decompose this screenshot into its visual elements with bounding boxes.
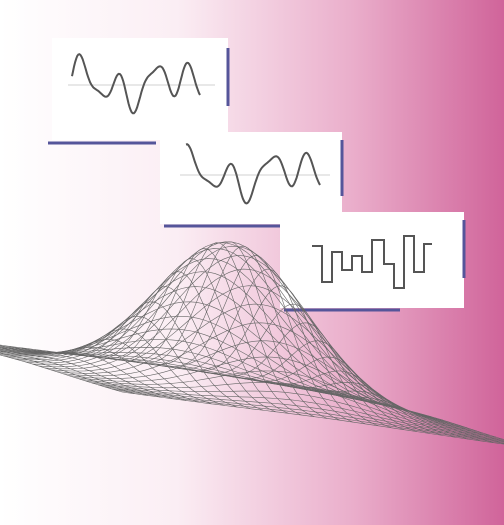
mesh-line (149, 245, 340, 421)
mesh-line (201, 303, 392, 428)
mesh-line (9, 258, 420, 414)
mesh-line (329, 389, 504, 442)
mesh-line (341, 391, 504, 440)
signal-panel (48, 38, 230, 145)
waveform (185, 143, 321, 205)
signal-panel (280, 212, 466, 312)
mesh-line (290, 384, 481, 442)
mesh-line (162, 255, 353, 423)
mesh-line (175, 268, 366, 425)
mesh-line (239, 356, 430, 434)
panel (52, 38, 228, 140)
mesh-line (188, 285, 379, 427)
mesh-line (0, 347, 360, 398)
mesh-line (252, 370, 443, 436)
waveform (71, 53, 201, 115)
waveform (312, 235, 432, 289)
gaussian-surface (0, 241, 504, 445)
mesh-line (303, 386, 494, 443)
panel (160, 132, 342, 224)
mesh-line (226, 340, 417, 432)
mesh-line (213, 322, 405, 430)
mesh-line (136, 241, 328, 419)
mesh-line (0, 346, 354, 396)
signal-panel (160, 132, 344, 228)
mesh-line (0, 344, 343, 393)
